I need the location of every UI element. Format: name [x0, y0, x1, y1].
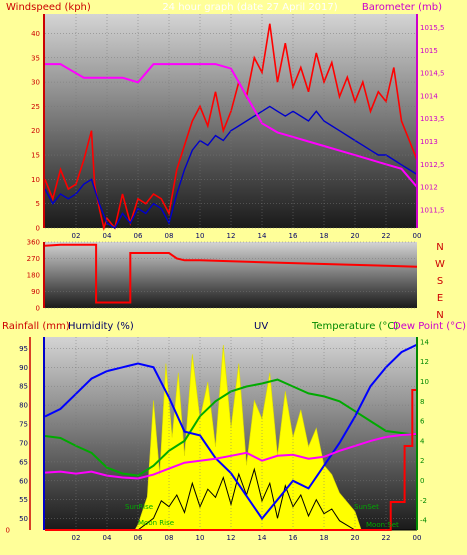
temperature-title: Temperature (°C) [311, 321, 398, 332]
dewpoint-title: Dew Point (°C) [393, 321, 466, 332]
temp-y-tick-6: 6 [420, 418, 425, 426]
rain-x-tick-14: 14 [258, 534, 267, 542]
temp-y-tick-12: 12 [420, 358, 429, 366]
direction-y-tick-0: 0 [36, 305, 40, 313]
wind-y-tick-20: 20 [31, 127, 40, 135]
temp-y-tick--4: -4 [420, 517, 428, 525]
baro-y-tick-1013,5: 1013,5 [420, 115, 445, 123]
wind-x-tick-12: 12 [227, 232, 236, 240]
humidity-y-tick-70: 70 [19, 439, 28, 447]
baro-y-tick-1015: 1015 [420, 47, 438, 55]
rain-x-tick-08: 08 [165, 534, 174, 542]
baro-y-tick-1012: 1012 [420, 184, 438, 192]
rain-x-tick-12: 12 [227, 534, 236, 542]
temp-y-tick-14: 14 [420, 338, 429, 346]
sunrise-label: SunRise [125, 503, 153, 511]
wind-x-tick-16: 16 [289, 232, 298, 240]
baro-y-tick-1014: 1014 [420, 92, 438, 100]
uv-area [45, 344, 417, 531]
wind-y-tick-15: 15 [31, 152, 40, 160]
wind-x-tick-14: 14 [258, 232, 267, 240]
wind-y-tick-30: 30 [31, 79, 40, 87]
rain-x-tick-10: 10 [196, 534, 205, 542]
humidity-y-tick-80: 80 [19, 402, 28, 410]
wind-y-tick-40: 40 [31, 30, 40, 38]
rainfall-title: Rainfall (mm) [2, 321, 70, 332]
sunset-label: SunSet [354, 503, 379, 511]
baro-y-tick-1015,5: 1015,5 [420, 24, 445, 32]
temp-y-tick--2: -2 [420, 497, 427, 505]
wind-y-tick-0: 0 [36, 225, 40, 233]
humidity-y-tick-75: 75 [19, 421, 28, 429]
temp-y-tick-8: 8 [420, 398, 424, 406]
uv-title: UV [254, 321, 268, 332]
direction-y-tick-90: 90 [31, 288, 40, 296]
humidity-y-tick-95: 95 [19, 345, 28, 353]
wind-x-tick-02: 02 [72, 232, 81, 240]
wind-x-tick-04: 04 [103, 232, 112, 240]
wind-y-tick-35: 35 [31, 54, 40, 62]
baro-y-tick-1011,5: 1011,5 [420, 206, 445, 214]
humidity-y-tick-55: 55 [19, 496, 28, 504]
rain-x-tick-04: 04 [103, 534, 112, 542]
direction-y-tick-360: 360 [27, 239, 40, 247]
panel-wind-bg [45, 14, 417, 228]
direction-y-tick-180: 180 [27, 272, 40, 280]
humidity-y-tick-65: 65 [19, 458, 28, 466]
temp-y-tick-4: 4 [420, 437, 425, 445]
temp-y-tick-10: 10 [420, 378, 429, 386]
baro-y-tick-1013: 1013 [420, 138, 438, 146]
direction-label-3: E [437, 293, 443, 304]
direction-label-0: N [436, 242, 443, 253]
wind-y-tick-10: 10 [31, 176, 40, 184]
moonset-label: Moon Set [366, 521, 399, 529]
direction-y-tick-270: 270 [27, 255, 40, 263]
rain-x-tick-18: 18 [320, 534, 329, 542]
rain-x-tick-00: 00 [413, 534, 422, 542]
direction-label-4: N [436, 310, 443, 321]
wind-direction-line [44, 243, 418, 304]
humidity-y-tick-50: 50 [19, 515, 28, 523]
direction-label-2: S [437, 276, 443, 287]
rain-x-tick-16: 16 [289, 534, 298, 542]
rain-x-tick-20: 20 [351, 534, 360, 542]
center-title: 24 hour graph (date 27 April 2017) [162, 2, 337, 13]
rain-x-tick-22: 22 [382, 534, 391, 542]
wind-x-tick-22: 22 [382, 232, 391, 240]
rain-y-tick-0: 0 [6, 527, 10, 535]
wind-x-tick-00: 00 [413, 232, 422, 240]
rain-x-tick-02: 02 [72, 534, 81, 542]
wind-speed-line [44, 23, 418, 231]
humidity-y-tick-90: 90 [19, 364, 28, 372]
moonrise-label: Moon Rise [138, 519, 174, 527]
temp-y-tick-0: 0 [420, 477, 424, 485]
humidity-title: Humidity (%) [68, 321, 134, 332]
wind-x-tick-10: 10 [196, 232, 205, 240]
rain-x-tick-06: 06 [134, 534, 143, 542]
humidity-y-tick-60: 60 [19, 477, 28, 485]
humidity-line [44, 343, 418, 521]
baro-y-tick-1014,5: 1014,5 [420, 70, 445, 78]
wind-y-tick-25: 25 [31, 103, 40, 111]
humidity-y-tick-85: 85 [19, 383, 28, 391]
direction-label-1: W [435, 259, 445, 270]
barometer-line [45, 63, 418, 188]
baro-y-tick-1012,5: 1012,5 [420, 161, 445, 169]
temp-y-tick-2: 2 [420, 457, 424, 465]
wind-y-tick-5: 5 [36, 200, 40, 208]
wind-x-tick-20: 20 [351, 232, 360, 240]
right-title: Barometer (mb) [362, 2, 442, 13]
rainfall-line [45, 389, 417, 531]
wind-x-tick-18: 18 [320, 232, 329, 240]
wind-x-tick-08: 08 [165, 232, 174, 240]
wind-x-tick-06: 06 [134, 232, 143, 240]
left-title: Windspeed (kph) [6, 2, 91, 13]
